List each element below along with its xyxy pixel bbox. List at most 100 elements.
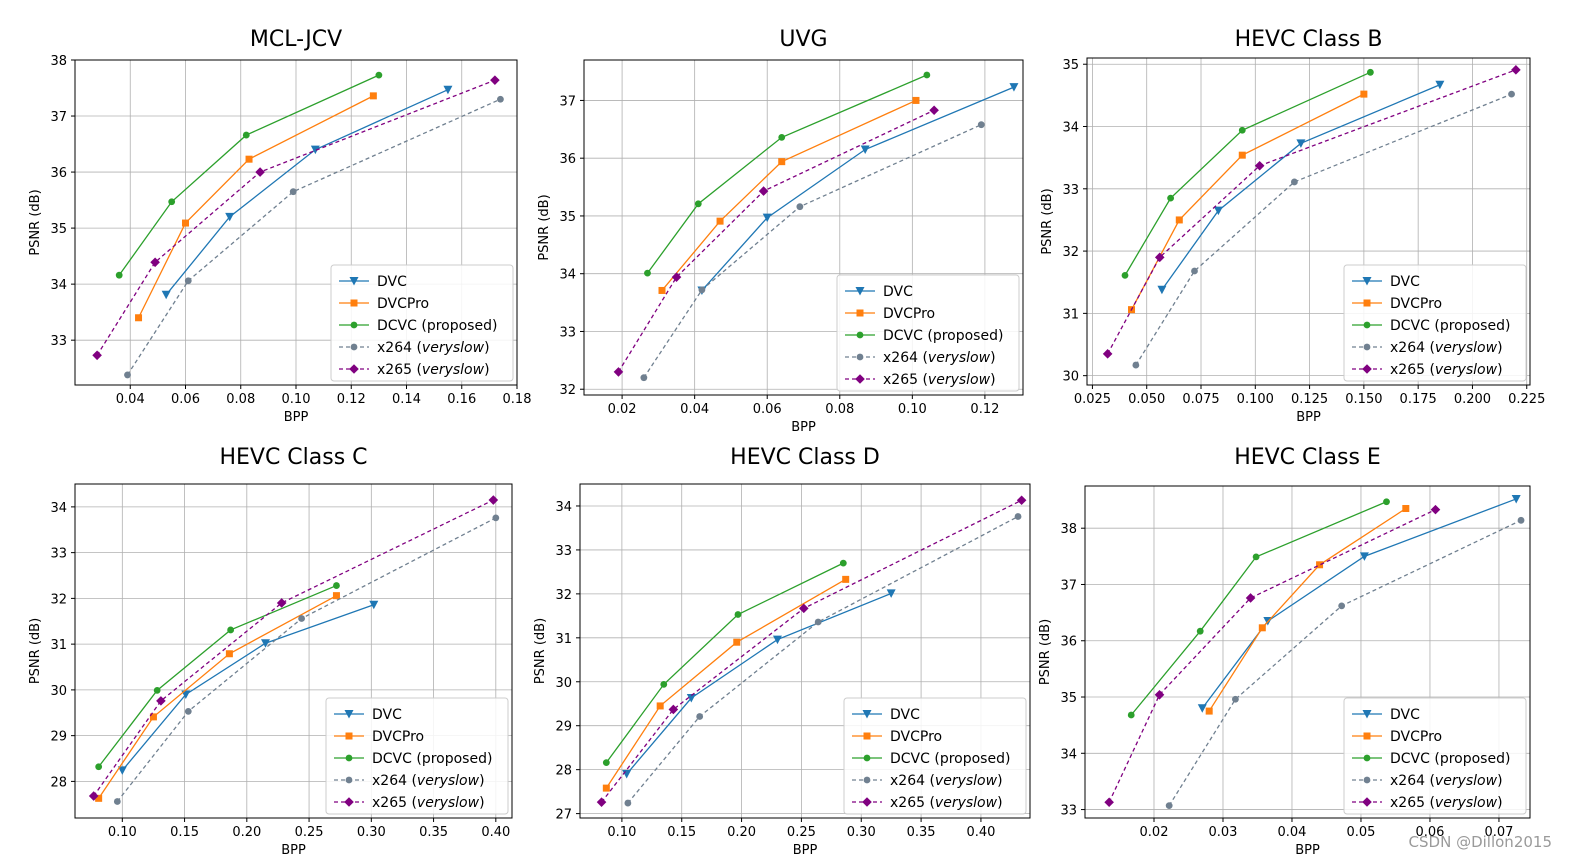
legend-label-dvc: DVC [377,274,407,290]
y-tick-label: 28 [50,775,67,790]
data-point-dvcpro [95,794,103,802]
x-tick-label: 0.25 [787,825,816,840]
legend: DVC DVCPro DCVC (proposed) x264 (veryslow) x… [843,697,1027,815]
legend-marker-dcvc [345,754,353,762]
legend: DVC DVCPro DCVC (proposed) x264 (veryslow) x… [1343,264,1527,382]
legend-label-dvc: DVC [883,284,913,300]
x-tick-label: 0.06 [1415,825,1444,840]
legend-marker-x265 [1362,364,1372,374]
legend-marker-dcvc [856,331,864,339]
plot-frame [579,483,1031,819]
x-tick-label: 0.15 [667,825,696,840]
data-point-x264 [1165,802,1173,810]
chart-title: MCL-JCV [250,27,342,52]
series-line-x265 [1107,69,1517,355]
plot-frame [74,483,513,819]
data-point-dvc [772,635,782,645]
series-line-dvc [626,592,892,775]
data-point-dvcpro [1205,707,1213,715]
x-axis-label: BPP [791,420,816,435]
data-point-dvc [686,694,696,703]
y-tick-label: 33 [50,334,67,349]
x-tick-label: 0.16 [447,392,476,407]
data-point-x264 [1191,267,1198,275]
series-line-dcvc [1124,71,1371,276]
series-line-dcvc [118,74,380,276]
legend-label-x264: x264 (veryslow) [1390,340,1503,356]
series-line-dcvc [605,562,844,764]
data-point-dvc [1435,80,1445,90]
y-tick-label: 32 [555,588,572,603]
legend-marker-dvcpro [856,309,864,317]
y-tick-label: 36 [50,166,67,181]
data-point-dcvc [1366,68,1374,76]
data-point-x265 [1430,504,1441,515]
data-point-dvcpro [1360,90,1368,98]
x-tick-label: 0.04 [680,402,709,417]
legend-marker-x264 [345,776,353,784]
x-tick-label: 0.150 [1345,392,1382,407]
x-tick-label: 0.30 [357,825,386,840]
legend-marker-dvcpro [350,299,358,307]
y-tick-label: 32 [559,383,576,398]
data-point-dvc [1157,285,1167,295]
x-tick-label: 0.08 [226,392,255,407]
y-tick-label: 35 [1060,691,1077,706]
data-point-x265 [150,257,160,268]
legend-marker-dcvc [1363,321,1371,329]
x-axis-label: BPP [793,843,818,858]
y-tick-label: 30 [555,676,572,691]
series-line-dcvc [1130,501,1387,716]
series-line-dvcpro [137,95,374,319]
data-point-dvcpro [658,286,666,294]
data-point-x265 [88,791,99,801]
plot-frame [1084,485,1531,819]
legend-box [836,274,1020,392]
data-point-dcvc [153,686,161,694]
data-point-x265 [255,167,265,177]
x-tick-label: 0.35 [907,825,936,840]
data-point-dcvc [375,71,383,79]
data-point-x265 [156,696,166,706]
series-line-dvcpro [661,99,917,291]
legend-marker-dcvc [350,321,358,329]
data-point-x265 [668,704,679,715]
y-tick-label: 35 [50,222,67,237]
legend-marker-dvcpro [1363,299,1371,307]
data-point-x264 [124,371,131,379]
series-line-x264 [627,515,1019,804]
legend-box [1343,697,1527,815]
legend-label-dcvc: DCVC (proposed) [883,328,1003,344]
data-point-dcvc [115,271,123,279]
legend-label-x264: x264 (veryslow) [890,773,1003,789]
data-point-x264 [184,707,192,715]
data-point-dcvc [1121,271,1129,279]
data-point-dvc [443,85,453,95]
data-point-x265 [671,272,682,282]
x-tick-label: 0.35 [419,825,448,840]
y-tick-label: 37 [559,94,576,109]
legend-label-x265: x265 (veryslow) [1390,362,1503,378]
chart-panel: UVG 0.02 0.04 0.06 0.08 0.10 0.12 32 33 34 35 36 37 B… [537,27,1024,435]
x-tick-label: 0.025 [1074,392,1111,407]
x-tick-label: 0.02 [1140,825,1169,840]
data-point-dvcpro [1175,216,1183,224]
chart-panel: HEVC Class E 0.02 0.03 0.04 0.05 0.06 0.07 33 34… [1038,445,1531,858]
legend-marker-x264 [856,353,864,361]
x-tick-label: 0.125 [1291,392,1328,407]
data-point-dvcpro [1258,624,1266,632]
legend-label-dcvc: DCVC (proposed) [377,318,497,334]
legend-label-x265: x265 (veryslow) [377,362,490,378]
x-tick-label: 0.100 [1237,392,1274,407]
legend-marker-x265 [349,364,359,374]
x-tick-label: 0.225 [1508,392,1545,407]
x-tick-label: 0.050 [1128,392,1165,407]
x-tick-label: 0.200 [1454,392,1491,407]
y-tick-label: 33 [555,544,572,559]
x-tick-label: 0.14 [392,392,421,407]
data-point-x264 [814,618,822,626]
legend-marker-x265 [862,797,872,807]
legend-marker-dvcpro [863,732,871,740]
x-tick-label: 0.02 [608,402,637,417]
legend-marker-dcvc [1363,754,1371,762]
